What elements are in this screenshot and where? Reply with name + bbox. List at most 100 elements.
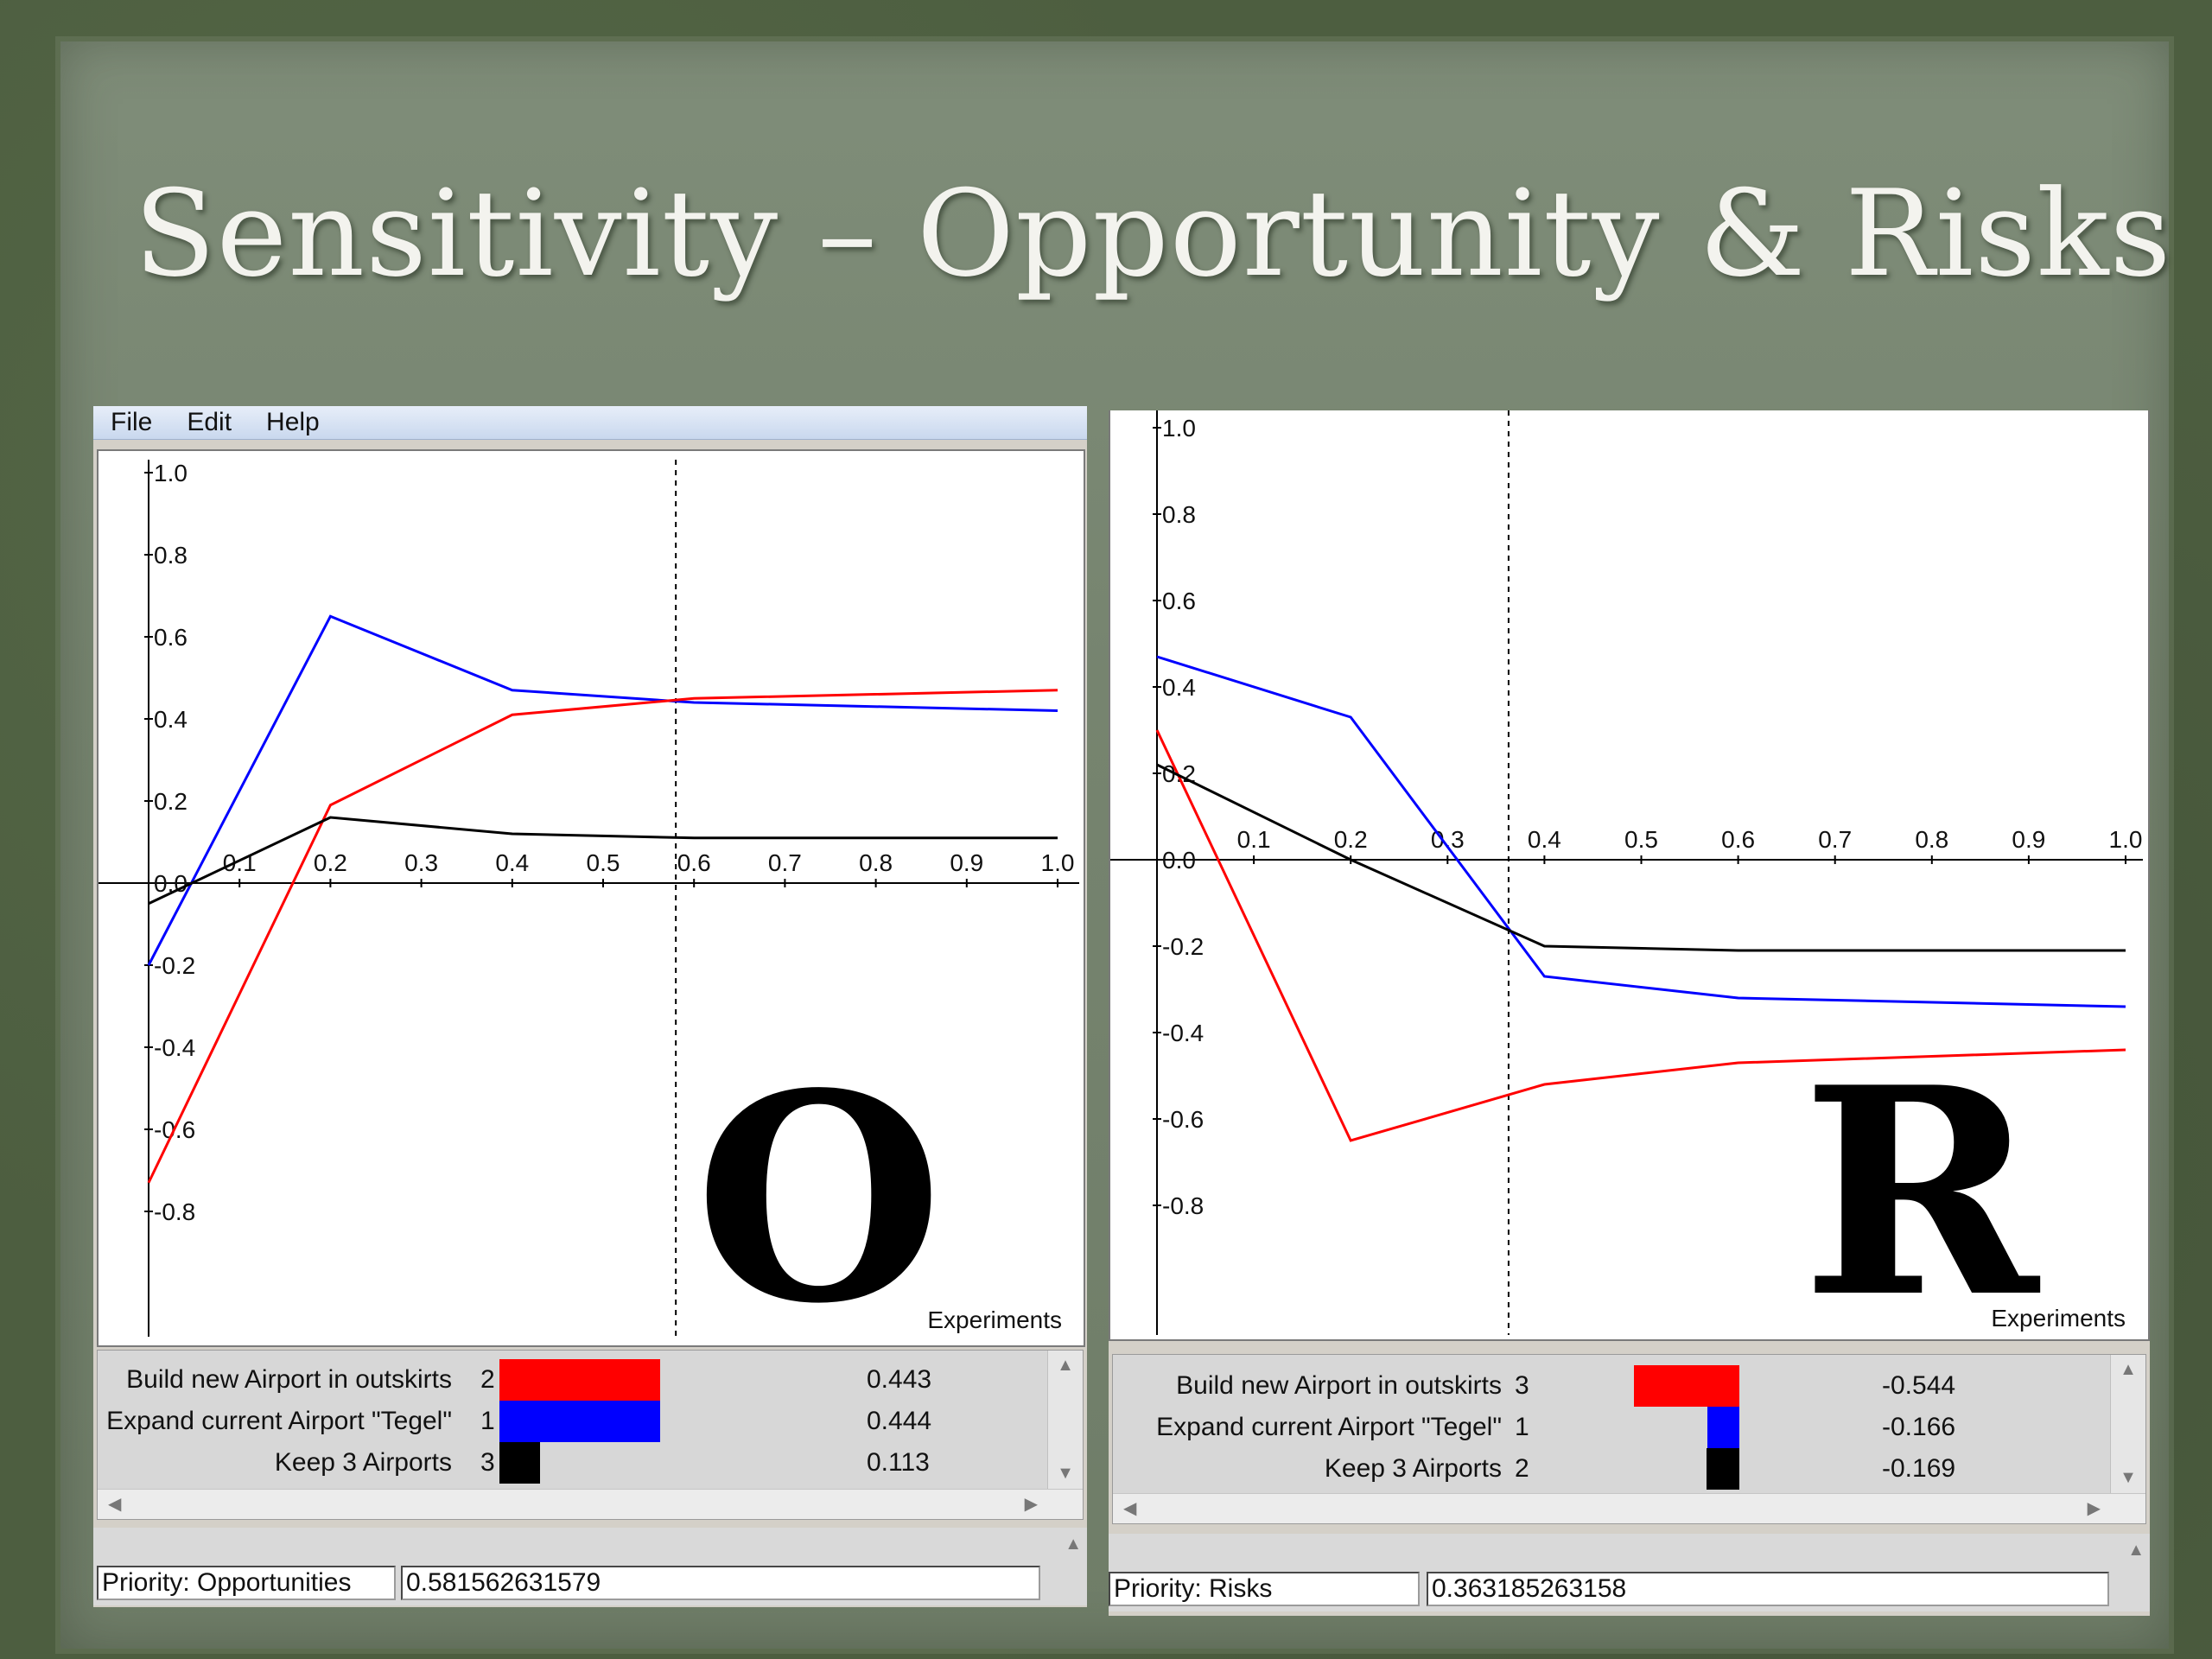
y-tick-label: 1.0: [1162, 415, 1196, 442]
x-axis-title: Experiments: [927, 1306, 1062, 1333]
series-line-1: [147, 614, 1058, 966]
x-tick-label: 0.9: [950, 849, 983, 876]
opportunities-letter: O: [695, 1031, 944, 1366]
y-tick-label: -0.4: [1162, 1020, 1204, 1046]
scroll-left-icon[interactable]: ◀: [1123, 1499, 1137, 1518]
y-tick-label: 1.0: [154, 460, 188, 486]
scroll-up-icon[interactable]: ▲: [1065, 1535, 1082, 1554]
priority-value-field[interactable]: 0.363185263158: [1427, 1572, 2109, 1606]
legend-row[interactable]: Build new Airport in outskirts 2 0.443: [98, 1359, 1048, 1401]
y-tick-label: 0.4: [154, 706, 188, 733]
y-tick-label: 0.4: [1162, 674, 1196, 701]
legend-row[interactable]: Expand current Airport "Tegel" 1 -0.166: [1113, 1407, 2111, 1448]
priority-value: 0.113: [867, 1448, 930, 1477]
priority-bar: [499, 1359, 661, 1401]
y-tick-label: -0.6: [1162, 1106, 1204, 1133]
opportunities-window: File Edit Help 1.0 0.8 0.6 0.4 0.2 0.0 -0.2 -0.…: [93, 406, 1087, 1607]
risks-window: 1.0 0.8 0.6 0.4 0.2 0.0 -0.2 -0.4 -0.6 -0.8 0.1 0.2…: [1109, 410, 2150, 1616]
y-tick-label: 0.6: [154, 624, 188, 651]
alternative-name: Build new Airport in outskirts: [1176, 1371, 1502, 1400]
priority-label: Priority: Risks: [1109, 1572, 1420, 1606]
priority-bar: [1633, 1365, 1739, 1407]
x-tick-label: 0.1: [1237, 826, 1271, 853]
y-tick-label: 0.2: [154, 788, 188, 815]
scroll-up-icon[interactable]: ▲: [2127, 1541, 2145, 1560]
y-tick-label: -0.4: [154, 1034, 195, 1061]
series-line-1: [1156, 655, 2126, 1008]
y-tick-label: -0.2: [1162, 933, 1204, 960]
alternative-rank: 2: [1515, 1454, 1529, 1483]
y-tick-label: 0.6: [1162, 588, 1196, 614]
scroll-down-icon[interactable]: ▼: [2120, 1468, 2137, 1487]
x-tick-label: 0.2: [314, 849, 347, 876]
alternative-name: Build new Airport in outskirts: [126, 1365, 452, 1394]
legend-row[interactable]: Keep 3 Airports 2 -0.169: [1113, 1448, 2111, 1490]
x-tick-label: 0.7: [768, 849, 802, 876]
alternative-rank: 3: [480, 1448, 495, 1477]
alternative-name: Keep 3 Airports: [1324, 1454, 1502, 1483]
priority-value: 0.444: [867, 1407, 932, 1435]
x-tick-label: 0.6: [677, 849, 711, 876]
legend-row[interactable]: Expand current Airport "Tegel" 1 0.444: [98, 1401, 1048, 1442]
risks-legend: Build new Airport in outskirts 3 -0.544 Exp…: [1112, 1354, 2146, 1524]
priority-bar: [1706, 1448, 1739, 1490]
priority-label: Priority: Opportunities: [97, 1566, 396, 1600]
opportunities-chart-svg: 1.00.80.60.40.20.0-0.2-0.4-0.6-0.80.1 0.2…: [99, 460, 1079, 1337]
risks-chart[interactable]: 1.0 0.8 0.6 0.4 0.2 0.0 -0.2 -0.4 -0.6 -0.8 0.1 0.2…: [1109, 410, 2150, 1341]
priority-value: 0.443: [867, 1365, 932, 1394]
x-tick-label: 0.6: [1721, 826, 1755, 853]
risks-chart-svg: 1.00.80.60.40.20.0-0.2-0.4-0.6-0.80.1 0.2…: [1110, 410, 2143, 1335]
menu-file[interactable]: File: [111, 408, 153, 436]
x-tick-label: 0.5: [587, 849, 620, 876]
series-line-3: [1156, 763, 2126, 952]
priority-value: -0.169: [1882, 1454, 1956, 1483]
series-line-2: [1155, 729, 2126, 1142]
scroll-left-icon[interactable]: ◀: [108, 1495, 122, 1514]
menu-help[interactable]: Help: [266, 408, 320, 436]
scroll-down-icon[interactable]: ▼: [1057, 1464, 1074, 1483]
legend-row[interactable]: Build new Airport in outskirts 3 -0.544: [1113, 1365, 2111, 1407]
scroll-up-icon[interactable]: ▲: [2120, 1360, 2137, 1379]
priority-value: -0.166: [1882, 1413, 1956, 1441]
x-axis-title: Experiments: [1991, 1305, 2126, 1332]
scroll-up-icon[interactable]: ▲: [1057, 1356, 1074, 1375]
priority-value: -0.544: [1882, 1371, 1956, 1400]
priority-bar: [499, 1442, 541, 1484]
x-tick-label: 0.4: [1528, 826, 1561, 853]
x-tick-label: 0.3: [404, 849, 438, 876]
x-tick-label: 1.0: [1041, 849, 1075, 876]
x-tick-label: 1.0: [2109, 826, 2143, 853]
x-tick-label: 0.7: [1818, 826, 1852, 853]
alternative-rank: 1: [1515, 1413, 1529, 1441]
y-tick-label: 0.8: [154, 542, 188, 569]
risks-letter: R: [1802, 1025, 2039, 1360]
priority-bar: [1707, 1407, 1739, 1448]
legend-horizontal-scrollbar[interactable]: ◀ ▶: [98, 1489, 1083, 1519]
legend-vertical-scrollbar[interactable]: ▲ ▼: [2110, 1355, 2145, 1493]
menu-bar: File Edit Help: [93, 406, 1087, 440]
y-tick-label: 0.8: [1162, 501, 1196, 528]
x-tick-label: 0.4: [495, 849, 529, 876]
x-tick-label: 0.5: [1624, 826, 1658, 853]
legend-vertical-scrollbar[interactable]: ▲ ▼: [1047, 1351, 1083, 1489]
x-tick-label: 0.9: [2012, 826, 2045, 853]
slide-title: Sensitivity – Opportunity & Risks: [134, 164, 2172, 303]
priority-bar: [499, 1401, 661, 1442]
opportunities-legend: Build new Airport in outskirts 2 0.443 Expa…: [97, 1350, 1084, 1520]
legend-horizontal-scrollbar[interactable]: ◀ ▶: [1113, 1493, 2145, 1523]
series-line-2: [147, 689, 1058, 1184]
menu-edit[interactable]: Edit: [187, 408, 232, 436]
opportunities-chart[interactable]: 1.0 0.8 0.6 0.4 0.2 0.0 -0.2 -0.4 -0.6 -0.8 0.1 0.2…: [97, 449, 1085, 1347]
scroll-right-icon[interactable]: ▶: [1024, 1495, 1038, 1514]
y-tick-label: 0.0: [1162, 847, 1196, 874]
x-tick-label: 0.8: [1915, 826, 1948, 853]
scroll-right-icon[interactable]: ▶: [2087, 1499, 2101, 1518]
priority-value-field[interactable]: 0.581562631579: [401, 1566, 1040, 1600]
alternative-name: Expand current Airport "Tegel": [1156, 1413, 1502, 1441]
opportunities-status-bar: ▲ Priority: Opportunities 0.581562631579: [93, 1528, 1087, 1605]
series-line-3: [148, 816, 1058, 906]
legend-row[interactable]: Keep 3 Airports 3 0.113: [98, 1442, 1048, 1484]
x-tick-label: 0.8: [859, 849, 893, 876]
alternative-name: Keep 3 Airports: [274, 1448, 452, 1477]
x-tick-label: 0.1: [223, 849, 257, 876]
